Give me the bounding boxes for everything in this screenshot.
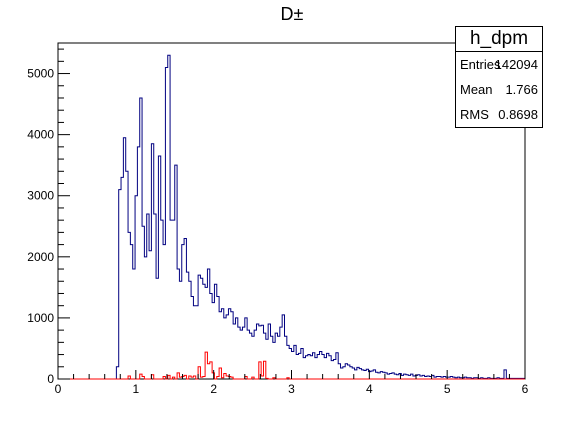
y-tick-label: 1000 bbox=[27, 311, 54, 325]
x-tick-label: 2 bbox=[210, 382, 217, 396]
series-0-histogram-line bbox=[58, 54, 526, 380]
entries-label: Entries bbox=[460, 57, 501, 72]
y-tick-label: 2000 bbox=[27, 250, 54, 264]
x-tick-label: 3 bbox=[288, 382, 295, 396]
mean-value: 1.766 bbox=[505, 82, 538, 97]
series-1-histogram-line bbox=[58, 351, 525, 380]
y-tick-label: 5000 bbox=[27, 67, 54, 81]
series-layer bbox=[58, 54, 526, 380]
axis-layer: 0 1 2 3 4 5 6 0 1000 2000 3000 4000 5000 bbox=[27, 48, 529, 396]
y-tick-label: 3000 bbox=[27, 189, 54, 203]
x-tick-label: 4 bbox=[366, 382, 373, 396]
rms-label: RMS bbox=[460, 107, 489, 122]
x-tick-label: 5 bbox=[444, 382, 451, 396]
mean-label: Mean bbox=[460, 82, 493, 97]
x-tick-label: 1 bbox=[132, 382, 139, 396]
stats-row-mean: Mean 1.766 bbox=[456, 77, 542, 102]
histogram-name: h_dpm bbox=[456, 27, 542, 52]
x-tick-label: 6 bbox=[522, 382, 529, 396]
x-tick-label: 0 bbox=[55, 382, 62, 396]
y-tick-label: 0 bbox=[47, 372, 54, 386]
chart-title: D± bbox=[280, 4, 304, 24]
stats-box: h_dpm Entries 142094 Mean 1.766 RMS 0.86… bbox=[455, 26, 543, 128]
stats-row-rms: RMS 0.8698 bbox=[456, 102, 542, 127]
y-tick-label: 4000 bbox=[27, 128, 54, 142]
entries-value: 142094 bbox=[494, 57, 538, 72]
stats-row-entries: Entries 142094 bbox=[456, 52, 542, 77]
rms-value: 0.8698 bbox=[498, 107, 538, 122]
